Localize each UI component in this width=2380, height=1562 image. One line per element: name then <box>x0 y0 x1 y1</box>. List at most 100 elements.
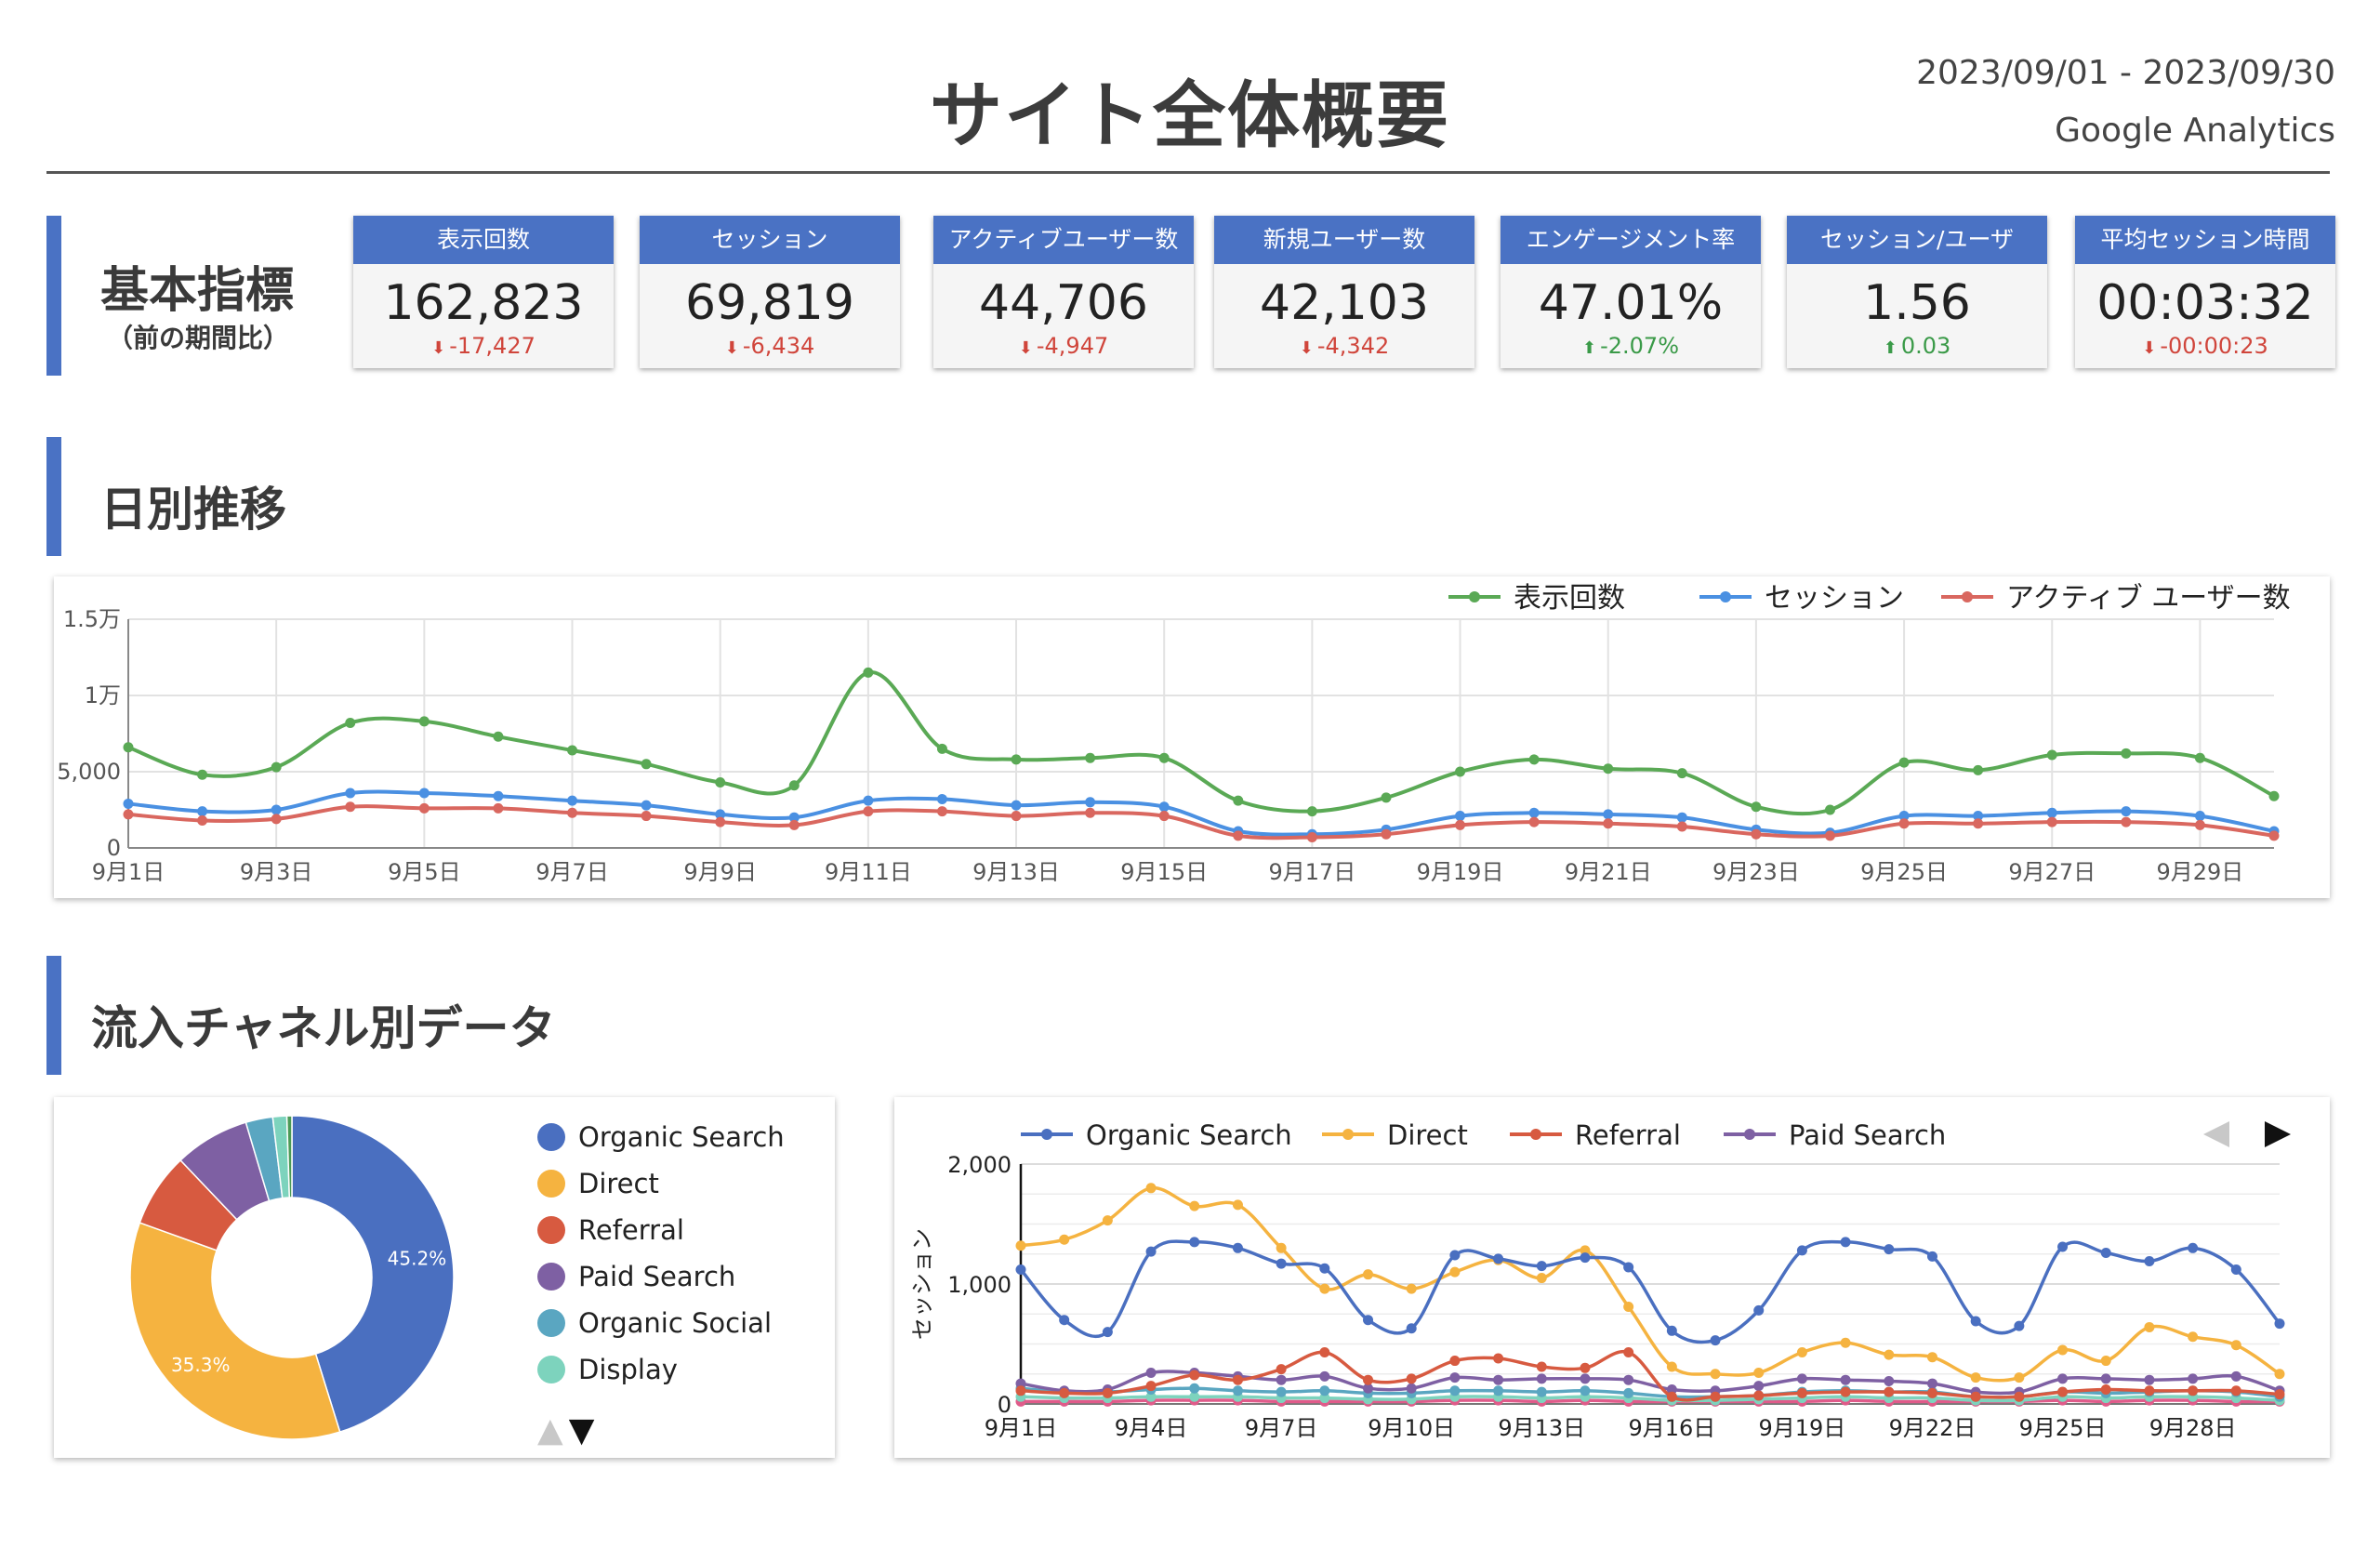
data-point <box>2188 1385 2199 1397</box>
daily-section-bar <box>46 437 61 556</box>
triangle-down-icon[interactable]: ▼ <box>568 1411 595 1449</box>
data-point <box>1666 1325 1677 1336</box>
data-point <box>1319 1393 1330 1404</box>
daily-trend-chart[interactable]: 9月1日 9月3日 9月5日 9月7日 9月9日 9月11日 9月13日 9月15日 9月17日… <box>54 576 2330 898</box>
data-point <box>1603 763 1614 774</box>
legend-item[interactable]: Direct <box>537 1160 785 1207</box>
data-point <box>2274 1369 2285 1380</box>
data-point <box>2144 1321 2155 1332</box>
data-point <box>2274 1389 2285 1400</box>
data-point <box>1449 1372 1461 1383</box>
data-point <box>1011 754 1022 765</box>
y-tick-label: 5,000 <box>57 759 121 785</box>
data-point <box>1751 828 1762 840</box>
data-point <box>1145 1381 1157 1392</box>
data-point <box>1381 828 1392 840</box>
arrow-down-icon: ⬇ <box>1299 338 1314 358</box>
data-point <box>197 814 208 826</box>
data-point <box>345 801 356 813</box>
slice-label: 35.3% <box>171 1354 231 1376</box>
triangle-up-icon[interactable]: ▲ <box>537 1411 563 1449</box>
arrow-down-icon: ⬇ <box>431 338 446 358</box>
data-point <box>1753 1381 1765 1392</box>
data-point <box>1232 1199 1243 1211</box>
data-point <box>1011 800 1022 811</box>
data-point <box>863 667 874 678</box>
data-point <box>1710 1369 1721 1380</box>
data-point <box>345 788 356 799</box>
legend-label: Paid Search <box>1789 1119 1946 1151</box>
x-tick-label: 9月7日 <box>1245 1415 1318 1441</box>
data-point <box>1455 811 1466 822</box>
kpi-card: アクティブユーザー数 44,706 ⬇ -4,947 <box>933 216 1194 368</box>
data-point <box>1145 1367 1157 1378</box>
x-tick-label: 9月28日 <box>2149 1415 2237 1441</box>
data-point <box>1710 1391 1721 1402</box>
data-point <box>1666 1384 1677 1396</box>
x-tick-label: 9月9日 <box>683 859 757 885</box>
x-tick-label: 9月13日 <box>972 859 1060 885</box>
data-point <box>1145 1183 1157 1194</box>
data-point <box>936 743 947 754</box>
data-point <box>1970 1391 1981 1402</box>
legend-item[interactable]: Paid Search <box>537 1253 785 1300</box>
data-point <box>2194 752 2205 763</box>
kpi-card-delta-value: -2.07% <box>1600 333 1679 359</box>
triangle-left-icon[interactable] <box>2203 1121 2229 1147</box>
data-point <box>1623 1262 1634 1273</box>
legend-swatch <box>537 1263 565 1291</box>
data-point <box>863 806 874 817</box>
legend-item[interactable]: Display <box>537 1346 785 1393</box>
data-point <box>1319 1283 1330 1294</box>
y-axis-label: セッション <box>909 1228 935 1340</box>
kpi-card-label: 新規ユーザー数 <box>1214 216 1474 264</box>
data-point <box>1753 1367 1765 1378</box>
kpi-card-value: 47.01% <box>1538 275 1724 331</box>
data-point <box>1059 1234 1070 1245</box>
legend-item[interactable]: Referral <box>537 1207 785 1253</box>
x-tick-label: 9月3日 <box>240 859 313 885</box>
data-point <box>1710 1335 1721 1346</box>
data-point <box>2144 1255 2155 1266</box>
x-tick-label: 9月25日 <box>2019 1415 2107 1441</box>
channel-donut-chart[interactable]: 45.2% 35.3% Organic Search Direct Referral P… <box>54 1097 835 1458</box>
arrow-up-icon: ⬆ <box>1582 338 1597 358</box>
data-point <box>1232 1374 1243 1385</box>
data-point <box>2057 1344 2069 1356</box>
data-point <box>1455 819 1466 830</box>
data-point <box>2057 1241 2069 1252</box>
data-point <box>2100 1356 2111 1367</box>
legend-pager[interactable]: ▲ ▼ <box>537 1411 594 1449</box>
kpi-card-label: セッション/ユーザ <box>1787 216 2047 264</box>
legend-item[interactable]: Organic Search <box>537 1114 785 1160</box>
data-point <box>2144 1385 2155 1397</box>
channel-donut-svg: 45.2% 35.3% <box>129 1115 455 1440</box>
data-point <box>1232 1385 1243 1397</box>
channel-sessions-chart[interactable]: 0 1,000 2,000 9月1日 9月4日 9月7日 9月10日 9月13日 9月16日 9月… <box>894 1097 2330 1458</box>
data-point <box>1455 766 1466 777</box>
channel-section-bar <box>46 956 61 1075</box>
data-point <box>1319 1263 1330 1274</box>
x-tick-label: 9月5日 <box>388 859 461 885</box>
kpi-card-delta: ⬆ 0.03 <box>1787 333 2047 359</box>
triangle-right-icon[interactable] <box>2265 1121 2291 1147</box>
data-point <box>2268 830 2280 841</box>
data-point <box>641 811 652 822</box>
data-point <box>1015 1240 1026 1251</box>
data-point <box>1189 1237 1200 1248</box>
slice-label: 45.2% <box>388 1248 447 1270</box>
data-point <box>936 806 947 817</box>
legend-item[interactable]: Organic Social <box>537 1300 785 1346</box>
kpi-card-value: 162,823 <box>383 275 584 331</box>
data-point <box>1145 1246 1157 1257</box>
data-point <box>1085 797 1096 808</box>
data-point <box>1449 1250 1461 1261</box>
kpi-card-delta: ⬇ -6,434 <box>640 333 900 359</box>
legend-marker <box>1041 1129 1052 1140</box>
legend-label: Referral <box>578 1214 684 1246</box>
data-point <box>271 814 282 825</box>
data-point <box>1840 1386 1851 1397</box>
legend-label: Paid Search <box>578 1261 736 1292</box>
data-point <box>1015 1385 1026 1397</box>
data-point <box>2100 1384 2111 1396</box>
